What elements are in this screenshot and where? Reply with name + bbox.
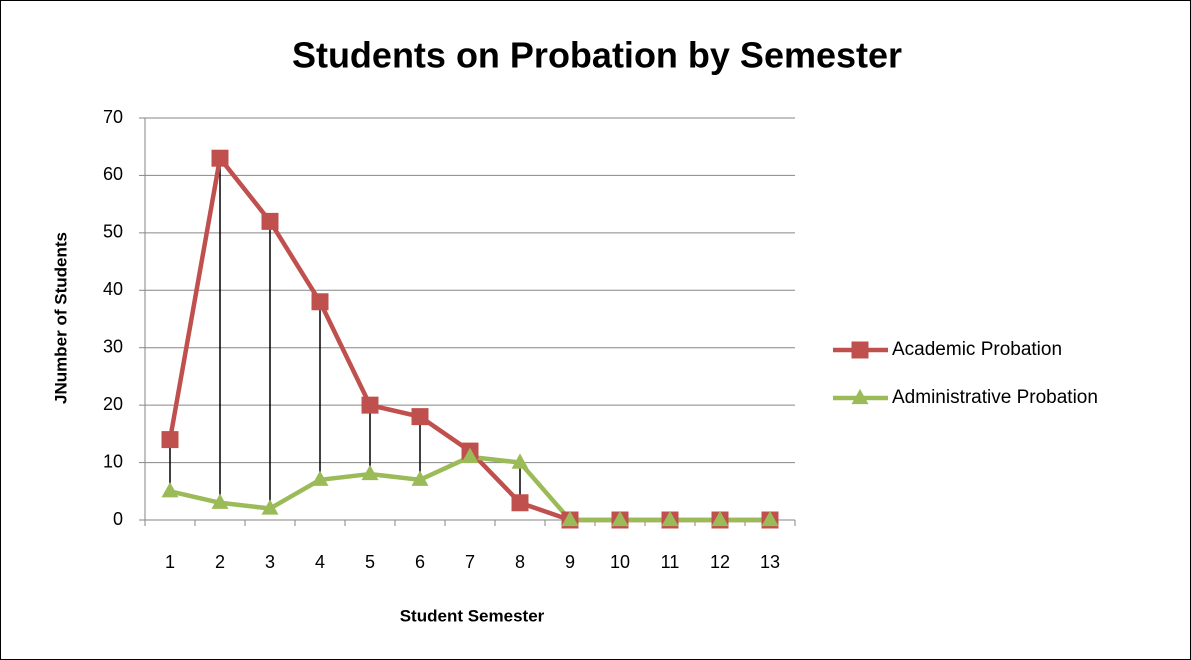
data-point — [561, 510, 579, 527]
chart-title: Students on Probation by Semester — [292, 35, 902, 76]
x-axis-label: Student Semester — [400, 606, 545, 625]
data-point — [211, 149, 229, 167]
legend-marker — [851, 388, 869, 405]
x-tick-label: 6 — [415, 552, 425, 572]
x-tick-label: 8 — [515, 552, 525, 572]
x-tick-label: 1 — [165, 552, 175, 572]
y-tick-label: 70 — [103, 107, 123, 127]
y-axis-label: JNumber of Students — [51, 232, 70, 404]
data-point — [411, 470, 429, 486]
x-tick-label: 7 — [465, 552, 475, 572]
data-point — [311, 470, 329, 486]
data-point — [761, 510, 779, 527]
data-point — [161, 431, 179, 449]
y-tick-label: 40 — [103, 279, 123, 299]
y-tick-label: 30 — [103, 336, 123, 356]
legend-label: Academic Probation — [892, 339, 1062, 360]
data-point — [711, 510, 729, 527]
legend-label: Administrative Probation — [892, 387, 1098, 408]
x-tick-label: 11 — [661, 552, 680, 572]
x-tick-label: 10 — [610, 552, 630, 572]
data-point — [611, 510, 629, 527]
y-tick-label: 20 — [103, 394, 123, 414]
data-point — [461, 447, 479, 463]
y-tick-label: 60 — [103, 164, 123, 184]
data-point — [261, 212, 279, 230]
x-tick-label: 9 — [565, 552, 575, 572]
x-tick-label: 2 — [215, 552, 225, 572]
data-point — [661, 510, 679, 527]
data-point — [511, 453, 529, 469]
x-tick-label: 4 — [315, 552, 325, 572]
x-tick-label: 13 — [760, 552, 780, 572]
y-tick-label: 50 — [103, 222, 123, 242]
data-point — [511, 494, 529, 512]
data-point — [311, 293, 329, 311]
y-tick-label: 10 — [103, 451, 123, 471]
x-tick-label: 12 — [710, 552, 730, 572]
data-point — [411, 408, 429, 426]
x-tick-label: 5 — [365, 552, 375, 572]
data-point — [361, 464, 379, 481]
legend-marker — [851, 341, 869, 359]
data-point — [161, 482, 179, 498]
data-point — [361, 396, 379, 414]
y-tick-label: 0 — [113, 509, 123, 529]
x-tick-label: 3 — [265, 552, 275, 572]
data-point — [261, 499, 279, 515]
data-point — [211, 493, 229, 509]
